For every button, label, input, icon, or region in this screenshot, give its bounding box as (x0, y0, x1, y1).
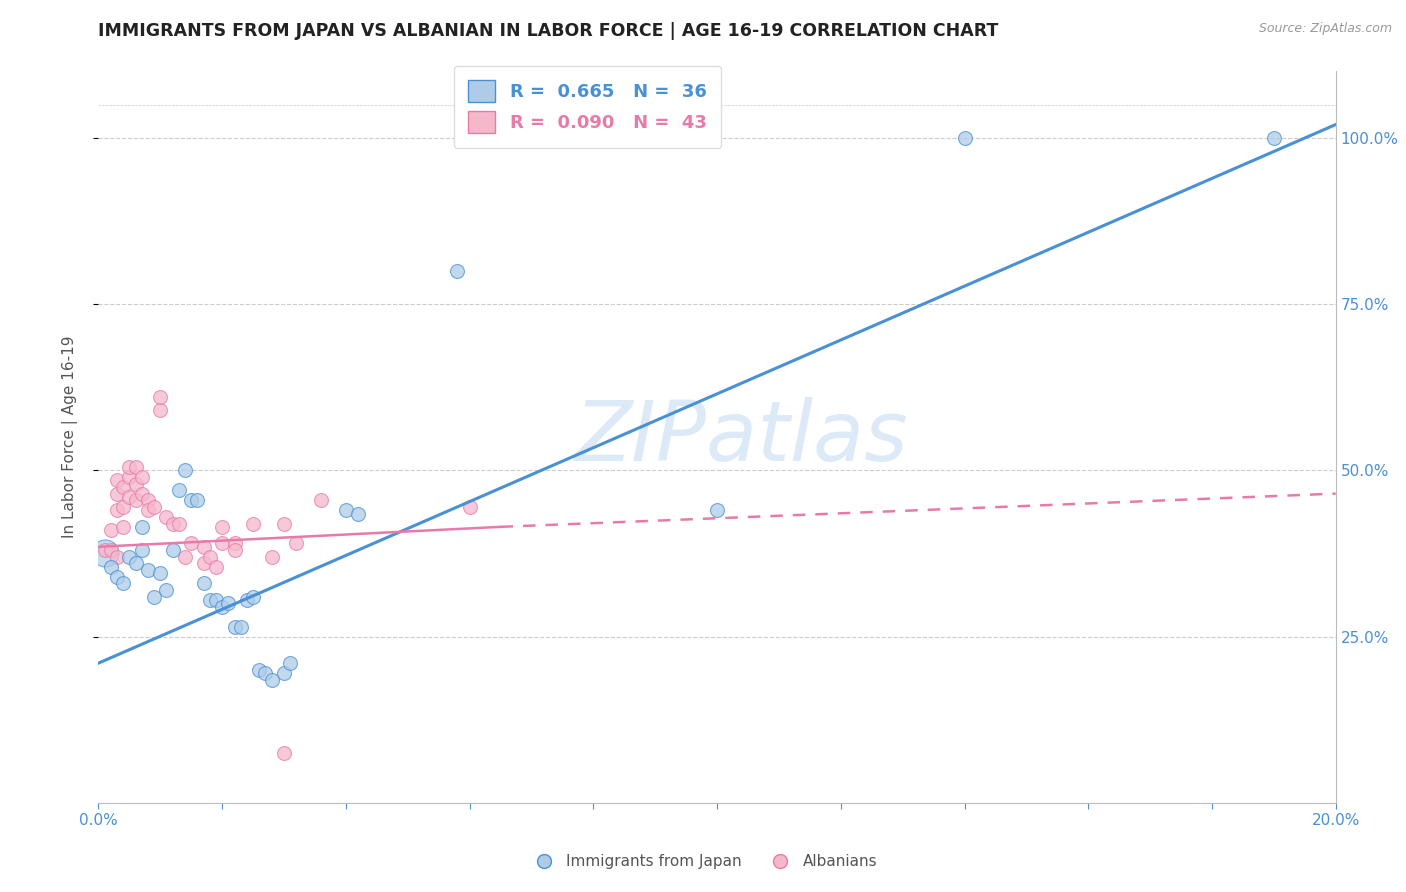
Point (229, 619, 252, 633)
Point (254, 666, 277, 681)
Point (155, 509, 177, 524)
Point (131, 520, 153, 534)
Point (143, 590, 166, 604)
Point (167, 516, 190, 531)
Point (105, 473, 128, 487)
Point (105, 570, 128, 584)
Point (93, 546, 115, 560)
Point (93, 543, 115, 558)
Point (180, 493, 202, 508)
Point (118, 549, 141, 564)
Point (136, 503, 159, 517)
Point (149, 566, 172, 581)
Point (162, 516, 184, 531)
Point (118, 460, 141, 475)
Point (247, 663, 270, 677)
Point (224, 543, 246, 558)
Point (105, 486, 128, 500)
Point (149, 403, 172, 417)
Point (112, 500, 135, 514)
Point (162, 543, 184, 558)
Point (136, 493, 159, 508)
Point (100, 523, 122, 537)
Point (217, 596, 239, 610)
Point (1263, 131, 1285, 145)
Legend: Immigrants from Japan, Albanians: Immigrants from Japan, Albanians (522, 848, 884, 875)
Point (278, 656, 301, 670)
Text: Source: ZipAtlas.com: Source: ZipAtlas.com (1258, 22, 1392, 36)
Point (112, 576, 135, 591)
Point (167, 483, 190, 498)
Point (112, 480, 135, 494)
Point (260, 673, 283, 687)
Point (124, 460, 146, 475)
Point (309, 493, 332, 508)
Point (180, 536, 202, 550)
Point (198, 549, 221, 564)
Point (105, 549, 128, 564)
Point (131, 470, 153, 484)
Point (149, 390, 172, 404)
Point (347, 507, 370, 521)
Point (193, 576, 215, 591)
Point (273, 666, 295, 681)
Point (100, 559, 122, 574)
Point (105, 503, 128, 517)
Point (124, 557, 146, 571)
Point (143, 500, 166, 514)
Point (118, 470, 141, 484)
Text: ZIPatlas: ZIPatlas (575, 397, 908, 477)
Point (335, 503, 357, 517)
Point (211, 536, 233, 550)
Point (193, 557, 215, 571)
Point (124, 476, 146, 491)
Point (458, 500, 481, 514)
Point (242, 590, 264, 604)
Point (706, 503, 728, 517)
Point (273, 516, 295, 531)
Point (198, 593, 221, 607)
Point (260, 549, 283, 564)
Point (193, 540, 215, 554)
Point (273, 746, 295, 760)
Point (211, 520, 233, 534)
Point (174, 463, 197, 477)
Point (155, 582, 177, 597)
Y-axis label: In Labor Force | Age 16-19: In Labor Force | Age 16-19 (62, 335, 77, 539)
Point (285, 536, 308, 550)
Point (174, 549, 197, 564)
Point (224, 536, 246, 550)
Point (211, 599, 233, 614)
Point (205, 593, 228, 607)
Point (953, 131, 976, 145)
Text: IMMIGRANTS FROM JAPAN VS ALBANIAN IN LABOR FORCE | AGE 16-19 CORRELATION CHART: IMMIGRANTS FROM JAPAN VS ALBANIAN IN LAB… (98, 22, 998, 40)
Point (100, 543, 122, 558)
Point (118, 490, 141, 504)
Point (205, 559, 228, 574)
Point (131, 543, 153, 558)
Point (124, 493, 146, 508)
Point (112, 520, 135, 534)
Point (136, 563, 159, 577)
Point (236, 593, 259, 607)
Point (446, 264, 468, 278)
Point (224, 619, 246, 633)
Point (186, 493, 208, 508)
Legend: R =  0.665   N =  36, R =  0.090   N =  43: R = 0.665 N = 36, R = 0.090 N = 43 (454, 66, 721, 148)
Point (131, 486, 153, 500)
Point (242, 516, 264, 531)
